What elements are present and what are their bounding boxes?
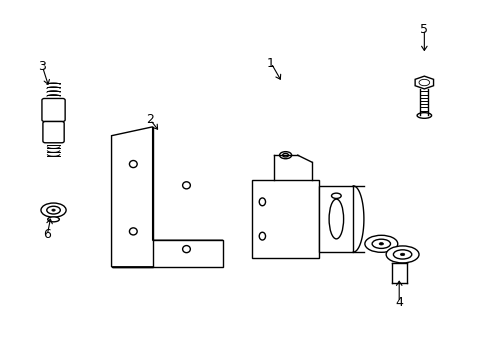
Text: 1: 1 bbox=[266, 57, 274, 69]
Text: 3: 3 bbox=[39, 60, 46, 73]
Text: 5: 5 bbox=[420, 23, 427, 36]
Text: 6: 6 bbox=[43, 229, 51, 242]
Polygon shape bbox=[414, 76, 433, 89]
Ellipse shape bbox=[364, 235, 397, 252]
Text: 4: 4 bbox=[394, 296, 402, 309]
Ellipse shape bbox=[48, 217, 59, 222]
Ellipse shape bbox=[378, 243, 383, 245]
Ellipse shape bbox=[52, 209, 55, 211]
Ellipse shape bbox=[279, 152, 291, 159]
Ellipse shape bbox=[331, 193, 341, 198]
Ellipse shape bbox=[41, 203, 66, 217]
Polygon shape bbox=[319, 186, 352, 252]
Text: 2: 2 bbox=[146, 113, 154, 126]
Polygon shape bbox=[111, 127, 223, 267]
Ellipse shape bbox=[416, 113, 431, 118]
Ellipse shape bbox=[400, 253, 404, 256]
FancyBboxPatch shape bbox=[42, 99, 65, 122]
Polygon shape bbox=[251, 180, 319, 258]
Ellipse shape bbox=[386, 246, 418, 263]
FancyBboxPatch shape bbox=[43, 122, 64, 143]
Polygon shape bbox=[111, 240, 223, 267]
